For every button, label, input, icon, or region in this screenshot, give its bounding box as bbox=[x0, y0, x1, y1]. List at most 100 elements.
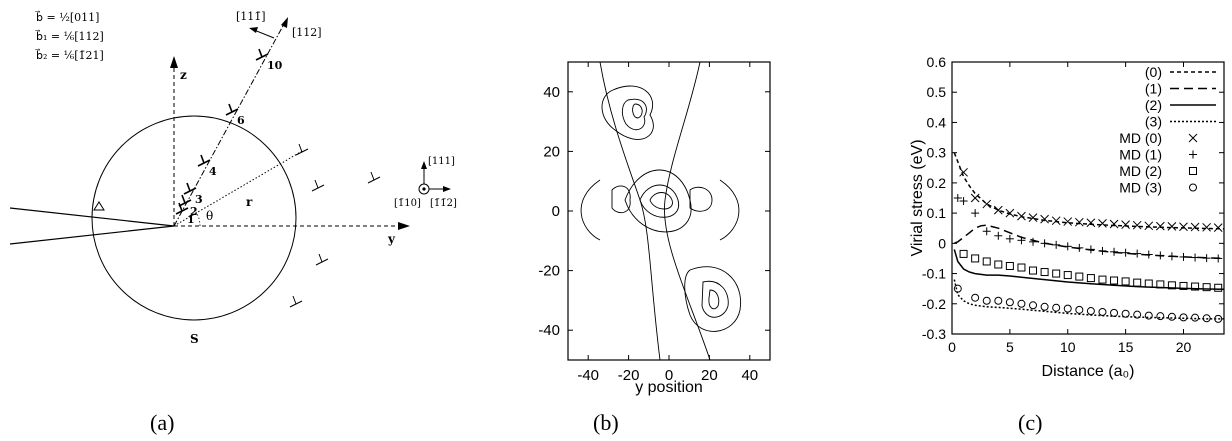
dislocation-symbol bbox=[318, 253, 323, 263]
contour-circle-s bbox=[91, 115, 297, 321]
md-data-point bbox=[1029, 266, 1038, 275]
stress-series-group bbox=[953, 152, 1224, 323]
y-tick-label: -40 bbox=[538, 322, 560, 339]
md-data-point bbox=[1133, 278, 1142, 287]
triad-label-1bar10: [1̄10] bbox=[394, 198, 421, 209]
stress-legend: (0)(1)(2)(3)MD (0)MD (1)MD (2)MD (3) bbox=[1119, 64, 1216, 196]
y-tick-label: 0.4 bbox=[927, 114, 947, 130]
y-tick-label: -0.2 bbox=[922, 296, 946, 312]
md-data-point bbox=[1202, 314, 1211, 323]
y-tick-label: 0.6 bbox=[927, 54, 947, 70]
dislocation-number: 10 bbox=[267, 59, 283, 72]
md-data-point bbox=[1086, 218, 1096, 228]
direction-label-11-1bar: [111̄] bbox=[236, 10, 266, 23]
contour-plot-frame bbox=[567, 61, 771, 361]
contour-line bbox=[624, 169, 692, 233]
y-tick-label: 0.1 bbox=[927, 205, 947, 221]
md-data-point bbox=[970, 193, 980, 203]
md-data-point bbox=[1086, 307, 1095, 316]
md-data-point bbox=[1063, 304, 1072, 313]
md-data-point bbox=[1121, 309, 1130, 318]
theta-arc bbox=[195, 211, 201, 227]
z-axis-arrowhead bbox=[170, 56, 178, 68]
md-data-point bbox=[1075, 272, 1084, 281]
md-data-point bbox=[971, 254, 980, 263]
r-vector-line bbox=[173, 149, 305, 227]
stress-x-axis-ticks: 0 5 10 15 20 bbox=[948, 62, 1191, 355]
y-tick-label: 0 bbox=[938, 235, 946, 251]
y-tick-label: 20 bbox=[543, 143, 560, 160]
md-data-point bbox=[1167, 222, 1177, 231]
x-tick-label: 20 bbox=[1176, 339, 1192, 355]
dislocation-symbol bbox=[370, 171, 375, 181]
md-data-point bbox=[1005, 298, 1014, 307]
normal-direction-line bbox=[253, 29, 275, 39]
legend-marker bbox=[1188, 133, 1198, 143]
x-tick-label: 0 bbox=[665, 367, 673, 384]
legend-label: (1) bbox=[1145, 81, 1162, 97]
md-data-point bbox=[1214, 314, 1223, 323]
md-data-point bbox=[1132, 220, 1142, 230]
contour-line bbox=[621, 98, 647, 131]
dislocation-symbol bbox=[228, 103, 233, 113]
burgers-vector-b: b⃗ = ½[011] bbox=[34, 10, 99, 24]
dislocation-symbol bbox=[258, 48, 263, 58]
md-data-point bbox=[1214, 283, 1223, 292]
stress-plot-frame bbox=[951, 61, 1225, 335]
contour-y-axis-ticks: 40 20 0 -20 -40 bbox=[538, 84, 770, 339]
contour-x-axis-label: y position bbox=[635, 379, 703, 396]
contour-line bbox=[632, 103, 643, 119]
md-data-point bbox=[1086, 274, 1095, 283]
md-data-point bbox=[1040, 268, 1049, 277]
md-data-point bbox=[971, 293, 980, 302]
md-data-point bbox=[1156, 312, 1165, 321]
triad-label-111: [111] bbox=[428, 156, 455, 167]
md-data-point bbox=[1167, 281, 1176, 290]
dislocation-symbol bbox=[178, 202, 183, 212]
triad-up-arrowhead bbox=[421, 161, 427, 169]
panel-b-contour-plot: -40 -20 0 20 40 40 20 0 -20 -40 y position bbox=[538, 61, 771, 396]
x-tick-label: 15 bbox=[1118, 339, 1134, 355]
dislocation-symbol bbox=[186, 182, 191, 192]
md-data-point bbox=[1144, 221, 1154, 231]
md-data-point bbox=[1110, 276, 1119, 285]
md-data-point bbox=[993, 205, 1003, 215]
md-data-point bbox=[1063, 271, 1072, 280]
md-data-point bbox=[1133, 310, 1142, 319]
dislocation-symbol bbox=[314, 179, 319, 189]
md-data-point bbox=[1202, 283, 1211, 292]
md-data-point bbox=[1017, 299, 1026, 308]
legend-marker bbox=[1189, 167, 1197, 175]
x-tick-label: 40 bbox=[741, 367, 758, 384]
md-data-point bbox=[1191, 313, 1200, 322]
dislocation-number: 1 bbox=[187, 213, 195, 226]
md-data-point bbox=[1110, 308, 1119, 317]
slip-plane-arrowhead bbox=[281, 17, 288, 28]
y-tick-label: 0 bbox=[552, 203, 560, 220]
md-data-point bbox=[1098, 307, 1107, 316]
triad-out-of-plane-dot bbox=[422, 187, 426, 191]
md-data-point bbox=[959, 167, 968, 177]
y-tick-label: -0.1 bbox=[922, 266, 946, 282]
contour-x-axis-ticks: -40 -20 0 20 40 bbox=[577, 62, 758, 384]
legend-label: (3) bbox=[1145, 114, 1162, 130]
contour-line bbox=[649, 192, 673, 210]
md-data-point bbox=[1155, 221, 1165, 231]
dislocation-number: 6 bbox=[237, 114, 245, 127]
panel-c-stress-chart: 0 5 10 15 20 0.6 0.5 0.4 0.3 0.2 0.1 0 -0.1 -0.2 -0.3… bbox=[909, 54, 1225, 380]
triad-label-1bar1bar2: [1̄1̄2] bbox=[430, 198, 457, 209]
x-tick-label: 10 bbox=[1060, 339, 1076, 355]
md-data-point bbox=[1028, 213, 1038, 222]
md-data-point bbox=[1063, 217, 1073, 226]
contour-line bbox=[639, 184, 680, 218]
md-data-point bbox=[994, 296, 1003, 305]
md-data-point bbox=[1179, 281, 1188, 290]
contour-line bbox=[580, 179, 601, 241]
contour-line bbox=[601, 85, 654, 140]
md-data-point bbox=[1179, 313, 1188, 322]
slip-plane-line bbox=[173, 23, 285, 227]
md-data-point bbox=[982, 257, 991, 266]
y-tick-label: 0.2 bbox=[927, 175, 947, 191]
md-data-point bbox=[1040, 214, 1049, 224]
burgers-vector-b2: b⃗₂ = ⅙[1̄21] bbox=[34, 48, 104, 62]
